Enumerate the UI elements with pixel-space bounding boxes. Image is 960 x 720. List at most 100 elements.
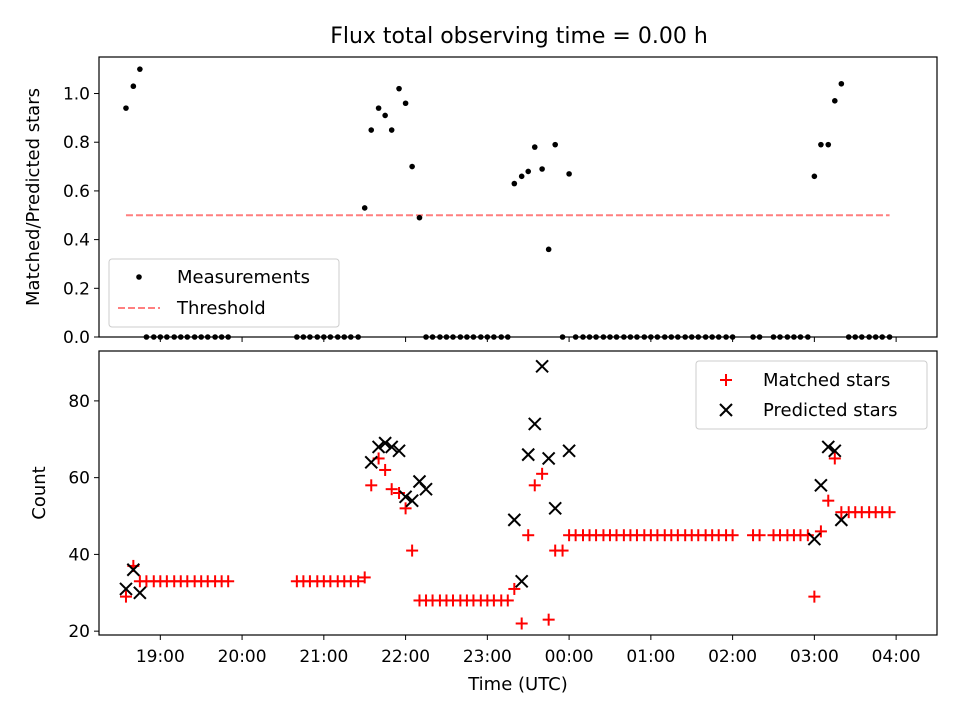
predicted-star-stroke	[507, 513, 522, 527]
bottom-xtick-label: 00:00	[545, 647, 594, 667]
measurement-point	[539, 166, 545, 172]
top-ylabel: Matched/Predicted stars	[23, 88, 44, 306]
top-ytick-label: 0.6	[63, 182, 90, 202]
predicted-star-point	[405, 493, 419, 508]
top-ytick-label: 0.0	[63, 328, 90, 348]
legend-measurements-marker	[136, 274, 142, 280]
matched-star-point	[556, 544, 569, 557]
matched-star-point	[536, 467, 549, 480]
measurement-point	[545, 246, 552, 253]
bottom-xtick-label: 22:00	[381, 647, 430, 667]
matched-star-point	[222, 575, 235, 588]
predicted-star-stroke	[133, 586, 147, 600]
bottom-axes-frame	[98, 350, 938, 636]
predicted-star-stroke	[528, 417, 542, 431]
bottom-legend-box	[695, 360, 928, 430]
predicted-star-point	[507, 513, 522, 527]
predicted-star-point	[521, 447, 535, 462]
predicted-star-point	[364, 455, 378, 470]
measurement-point	[368, 127, 375, 133]
measurement-point	[375, 105, 382, 111]
matched-star-point	[399, 502, 412, 515]
predicted-star-point	[392, 444, 406, 458]
predicted-star-stroke	[807, 532, 822, 546]
measurement-point	[531, 144, 538, 150]
bottom-ytick-label: 80	[68, 392, 90, 412]
predicted-star-stroke	[535, 359, 549, 374]
measurement-point	[388, 127, 395, 133]
matched-star-point	[501, 594, 514, 607]
matched-star-point	[385, 483, 398, 496]
predicted-star-stroke	[119, 582, 133, 596]
matched-star-point	[379, 463, 392, 476]
predicted-star-stroke	[541, 451, 556, 466]
predicted-star-stroke	[371, 440, 386, 454]
matched-star-point	[822, 494, 835, 507]
measurement-point	[416, 214, 423, 221]
bottom-legend: Matched stars Predicted stars	[695, 360, 928, 430]
predicted-star-stroke	[828, 444, 842, 458]
predicted-star-point	[384, 440, 399, 454]
predicted-star-stroke	[398, 490, 413, 504]
measurement-point	[137, 66, 143, 72]
measurement-point	[382, 112, 388, 119]
predicted-star-stroke	[378, 436, 392, 450]
bottom-xtick-label: 21:00	[299, 647, 348, 667]
measurement-point	[566, 171, 572, 177]
top-legend: Measurements Threshold	[108, 258, 340, 328]
predicted-star-point	[821, 440, 835, 454]
predicted-star-point	[133, 586, 147, 600]
matched-star-point	[358, 571, 371, 584]
bottom-xtick-label: 19:00	[136, 647, 185, 667]
measurement-point	[832, 98, 838, 104]
matched-star-point	[508, 582, 521, 595]
bottom-xtick-label: 23:00	[463, 647, 512, 667]
predicted-star-point	[814, 478, 828, 493]
measurement-point	[123, 105, 129, 111]
chart-title: Flux total observing time = 0.00 h	[330, 24, 708, 49]
predicted-star-stroke	[405, 493, 419, 508]
predicted-star-point	[398, 490, 413, 504]
predicted-star-point	[828, 444, 842, 458]
matched-star-point	[726, 529, 739, 542]
legend-predicted-label: Predicted stars	[763, 400, 897, 421]
measurement-point	[409, 163, 415, 170]
bottom-ytick-label: 40	[68, 545, 90, 565]
predicted-star-stroke	[821, 440, 835, 454]
measurement-point	[552, 141, 558, 148]
predicted-star-point	[126, 563, 141, 577]
predicted-star-point	[514, 574, 529, 588]
predicted-star-point	[378, 436, 392, 450]
matched-star-point	[515, 617, 528, 630]
top-ytick-label: 0.8	[63, 133, 90, 153]
measurement-point	[825, 141, 832, 148]
measurement-point	[518, 173, 525, 180]
measurement-point	[361, 205, 368, 211]
legend-threshold-label: Threshold	[176, 298, 266, 319]
measurement-point	[818, 141, 824, 148]
legend-matched-marker	[720, 374, 732, 386]
matched-star-point	[528, 479, 541, 492]
predicted-star-point	[419, 482, 433, 496]
legend-predicted-marker	[719, 403, 733, 417]
top-ytick-label: 0.4	[63, 231, 90, 251]
top-legend-box	[108, 258, 340, 328]
top-ytick-label: 1.0	[63, 85, 90, 105]
bottom-xlabel: Time (UTC)	[467, 674, 568, 695]
bottom-ytick-label: 20	[68, 622, 90, 642]
measurement-point	[402, 100, 409, 107]
matched-star-point	[883, 506, 896, 519]
predicted-star-point	[562, 444, 576, 458]
legend-measurements-label: Measurements	[177, 267, 310, 288]
top-ytick-label: 0.2	[63, 279, 90, 299]
matched-star-point	[814, 525, 827, 538]
top-axes-frame	[98, 56, 938, 338]
predicted-star-point	[119, 582, 133, 596]
bottom-xtick-label: 01:00	[626, 647, 675, 667]
bottom-xtick-label: 04:00	[872, 647, 921, 667]
predicted-star-point	[528, 417, 542, 431]
matched-star-point	[542, 613, 555, 626]
predicted-star-stroke	[521, 447, 535, 462]
matched-star-point	[828, 452, 841, 465]
